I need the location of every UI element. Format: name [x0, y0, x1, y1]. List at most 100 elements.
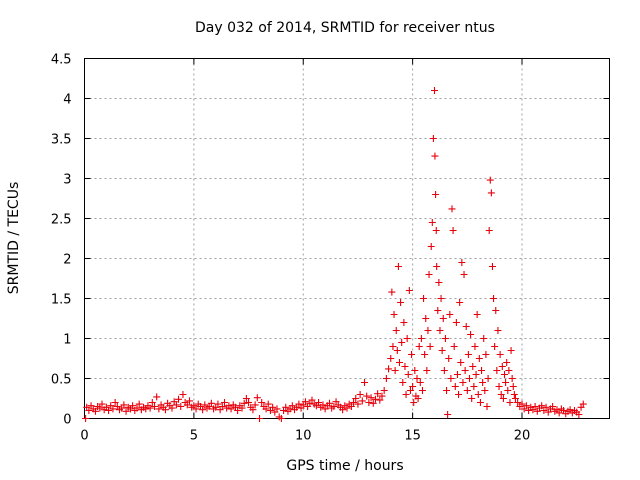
- data-point: [484, 375, 492, 382]
- data-point: [401, 363, 409, 370]
- data-point: [400, 319, 408, 326]
- data-point: [105, 407, 113, 414]
- data-points: [82, 87, 587, 422]
- data-point: [496, 351, 504, 358]
- data-point: [431, 152, 439, 160]
- data-point: [467, 331, 475, 338]
- data-point: [481, 387, 489, 394]
- data-point: [82, 415, 90, 422]
- data-point: [514, 399, 522, 406]
- x-tick-label: 10: [295, 429, 312, 444]
- data-point: [464, 351, 472, 358]
- y-tick-label: 2.5: [51, 213, 72, 228]
- data-point: [420, 295, 428, 302]
- data-point: [435, 279, 443, 286]
- data-point: [405, 287, 413, 294]
- data-point: [423, 367, 431, 374]
- data-point: [474, 391, 482, 398]
- data-point: [432, 191, 440, 198]
- data-point: [542, 403, 550, 411]
- data-point: [96, 404, 104, 412]
- data-point: [326, 399, 333, 407]
- data-point: [330, 403, 338, 410]
- data-point: [497, 391, 505, 398]
- data-point: [251, 401, 259, 409]
- data-point: [214, 400, 222, 408]
- data-point: [388, 288, 396, 296]
- data-point: [406, 387, 414, 394]
- data-point: [488, 263, 496, 270]
- data-point: [234, 407, 242, 414]
- y-tick-label: 0: [63, 413, 71, 428]
- data-point: [490, 295, 498, 302]
- data-point: [273, 405, 281, 413]
- x-tick-labels: 0 5 10 15 20: [80, 429, 530, 444]
- data-point: [240, 399, 248, 407]
- data-point: [575, 411, 583, 418]
- data-point: [258, 399, 266, 406]
- data-point: [434, 307, 442, 314]
- data-point: [392, 327, 400, 334]
- data-point: [390, 311, 398, 318]
- data-point: [369, 399, 377, 407]
- data-point: [444, 411, 452, 418]
- data-point: [269, 403, 277, 411]
- data-point: [122, 407, 130, 415]
- data-point: [135, 400, 143, 408]
- data-point: [227, 405, 235, 413]
- data-point: [507, 347, 515, 354]
- y-axis-label: SRMTID / TECUs: [6, 182, 22, 295]
- data-point: [98, 400, 106, 408]
- data-point: [470, 383, 478, 390]
- data-point: [155, 405, 163, 413]
- x-tick-label: 20: [514, 429, 531, 444]
- data-point: [238, 404, 246, 412]
- data-point: [522, 402, 530, 410]
- data-point: [408, 351, 416, 358]
- data-point: [199, 406, 207, 414]
- data-point: [374, 390, 382, 398]
- data-point: [487, 189, 495, 197]
- y-tick-labels: 0 0.5 1 1.5 2 2.5 3 3.5 4 4.5: [51, 53, 72, 428]
- y-tick-label: 4: [63, 93, 71, 108]
- data-point: [505, 367, 513, 374]
- data-point: [148, 399, 156, 406]
- data-point: [168, 404, 176, 412]
- data-point: [415, 343, 423, 350]
- data-point: [394, 263, 402, 270]
- data-point: [403, 335, 411, 342]
- data-point: [397, 299, 405, 306]
- data-point: [207, 399, 215, 407]
- data-point: [549, 403, 557, 410]
- data-point: [151, 403, 158, 410]
- data-point: [509, 383, 517, 390]
- x-tick-label: 15: [404, 429, 421, 444]
- y-tick-label: 4.5: [51, 53, 72, 68]
- data-point: [365, 399, 373, 406]
- data-point: [179, 391, 187, 398]
- data-point: [504, 387, 512, 394]
- data-point: [354, 400, 362, 408]
- data-point: [350, 399, 358, 406]
- data-point: [499, 395, 507, 402]
- data-point: [439, 315, 447, 322]
- data-point: [478, 367, 486, 374]
- data-point: [437, 295, 445, 302]
- data-point: [452, 319, 460, 326]
- data-point: [416, 379, 424, 386]
- data-point: [358, 397, 366, 405]
- data-point: [301, 398, 309, 406]
- data-point: [482, 351, 490, 358]
- data-point: [436, 327, 444, 334]
- data-point: [221, 399, 228, 406]
- data-point: [315, 399, 323, 406]
- data-point: [218, 403, 226, 410]
- plot-frame: [84, 58, 610, 419]
- data-point: [473, 311, 481, 318]
- data-point: [183, 401, 191, 409]
- data-point: [361, 379, 368, 386]
- x-axis-label: GPS time / hours: [286, 458, 403, 474]
- data-point: [352, 395, 360, 402]
- data-point: [426, 343, 434, 350]
